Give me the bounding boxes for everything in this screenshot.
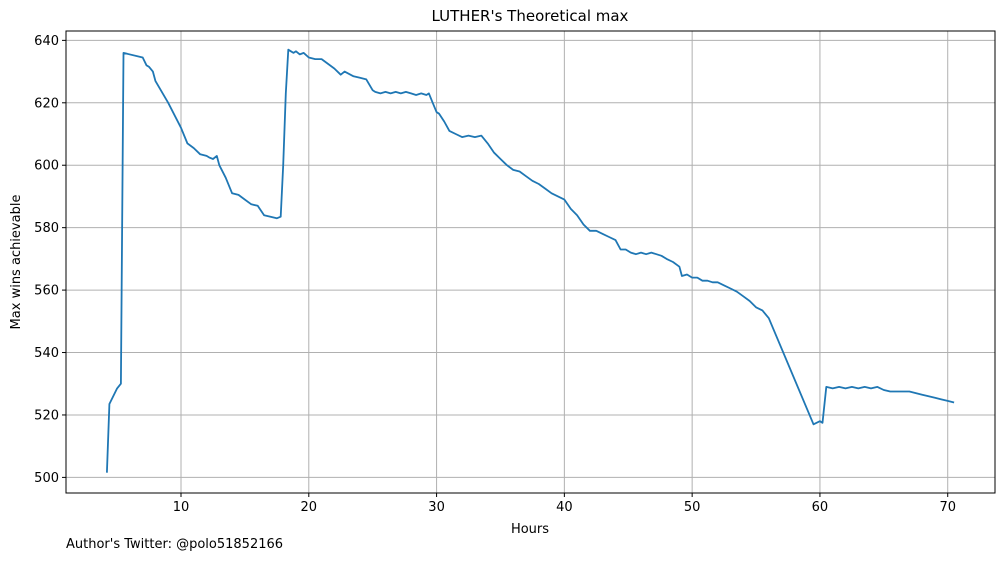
series-line: [106, 48, 955, 473]
x-tick-label: 40: [556, 500, 573, 515]
tick-layer: 10 20 30 40 50 60 70 500 520 540 560 580 600 620 640: [34, 34, 956, 515]
y-tick-label: 500: [34, 471, 59, 486]
y-axis-label: Max wins achievable: [9, 195, 24, 330]
y-tick-label: 580: [34, 221, 59, 236]
y-tick-label: 560: [34, 284, 59, 299]
plot-frame: [65, 30, 996, 494]
y-tick-label: 640: [34, 34, 59, 49]
y-tick-label: 540: [34, 346, 59, 361]
x-tick-label: 60: [812, 500, 829, 515]
x-axis-label: Hours: [511, 522, 549, 537]
x-tick-label: 70: [939, 500, 956, 515]
y-tick-label: 620: [34, 96, 59, 111]
x-tick-label: 20: [301, 500, 318, 515]
x-tick-label: 30: [428, 500, 445, 515]
y-tick-label: 600: [34, 159, 59, 174]
chart-title: LUTHER's Theoretical max: [432, 7, 629, 25]
x-tick-label: 50: [684, 500, 701, 515]
series-layer: [106, 48, 955, 473]
grid-lines: [66, 31, 995, 493]
y-tick-label: 520: [34, 408, 59, 423]
x-tick-label: 10: [173, 500, 190, 515]
author-credit: Author's Twitter: @polo51852166: [66, 537, 284, 552]
